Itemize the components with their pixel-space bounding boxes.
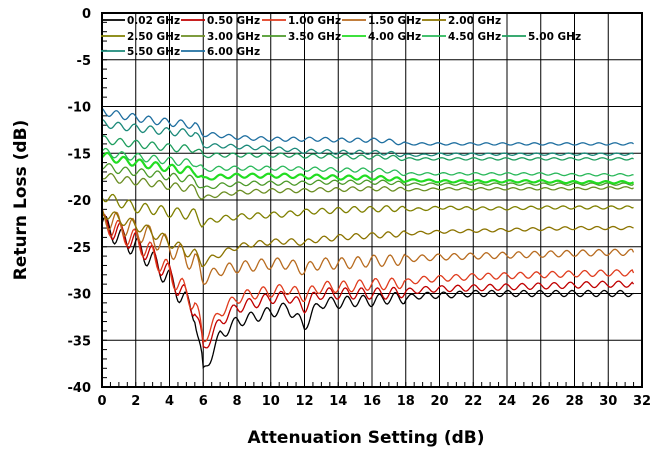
legend-label-8: 4.00 GHz xyxy=(368,31,421,43)
x-tick-label-10: 20 xyxy=(430,394,448,409)
plot-frame xyxy=(101,12,643,388)
y-tick-label-5: -25 xyxy=(68,241,92,256)
x-tick-label-6: 12 xyxy=(295,394,313,409)
x-tick-label-5: 10 xyxy=(262,394,280,409)
x-tick-label-9: 18 xyxy=(397,394,415,409)
y-tick-label-7: -35 xyxy=(68,334,92,349)
x-tick-label-14: 28 xyxy=(565,394,583,409)
legend-label-2: 1.00 GHz xyxy=(288,15,341,27)
x-tick-label-16: 32 xyxy=(633,394,651,409)
y-tick-label-2: -10 xyxy=(68,101,92,116)
x-tick-label-7: 14 xyxy=(329,394,347,409)
x-tick-label-8: 16 xyxy=(363,394,381,409)
x-tick-label-3: 6 xyxy=(199,394,208,409)
series-line-6-00-ghz xyxy=(101,107,634,146)
x-tick-label-15: 30 xyxy=(599,394,617,409)
series-line-2-50-ghz xyxy=(101,193,634,228)
series-line-3-00-ghz xyxy=(101,172,634,200)
y-axis-title: Return Loss (dB) xyxy=(11,120,31,281)
legend-label-12: 6.00 GHz xyxy=(207,46,260,58)
series-line-0-50-ghz xyxy=(101,213,635,349)
series-line-5-50-ghz xyxy=(101,119,634,158)
series-line-1-50-ghz xyxy=(101,207,635,285)
series-line-4-00-ghz xyxy=(101,151,635,185)
series-line-2-00-ghz xyxy=(101,210,634,268)
legend-label-6: 3.00 GHz xyxy=(207,31,260,43)
legend-label-4: 2.00 GHz xyxy=(448,15,501,27)
x-tick-label-4: 8 xyxy=(232,394,241,409)
series-line-1-00-ghz xyxy=(101,210,635,343)
y-tick-labels: 0 -5 -10 -15 -20 -25 -30 -35 -40 xyxy=(68,7,92,396)
y-tick-label-1: -5 xyxy=(77,54,91,69)
legend-label-5: 2.50 GHz xyxy=(127,31,180,43)
y-tick-label-0: 0 xyxy=(82,7,91,22)
series-layer xyxy=(101,107,635,370)
x-tick-label-13: 26 xyxy=(532,394,550,409)
series-line-3-50-ghz xyxy=(101,162,634,190)
x-tick-label-1: 2 xyxy=(131,394,140,409)
legend-label-10: 5.00 GHz xyxy=(528,31,581,43)
y-tick-label-6: -30 xyxy=(68,288,92,303)
legend-label-11: 5.50 GHz xyxy=(127,46,180,58)
series-line-5-00-ghz xyxy=(101,135,634,162)
legend-label-9: 4.50 GHz xyxy=(448,31,501,43)
x-axis-title: Attenuation Setting (dB) xyxy=(248,428,485,448)
y-tick-label-8: -40 xyxy=(68,381,92,396)
y-tick-label-4: -20 xyxy=(68,194,92,209)
x-tick-label-11: 22 xyxy=(464,394,482,409)
legend-label-1: 0.50 GHz xyxy=(207,15,260,27)
x-tick-label-2: 4 xyxy=(165,394,174,409)
x-tick-labels: 0 2 4 6 8 10 12 14 16 18 20 22 24 26 28 30 32 xyxy=(97,394,651,409)
legend-label-7: 3.50 GHz xyxy=(288,31,341,43)
series-line-4-50-ghz xyxy=(101,147,634,177)
legend: 0.02 GHz 0.50 GHz 1.00 GHz 1.50 GHz 2.00 GHz… xyxy=(101,15,581,58)
y-tick-label-3: -15 xyxy=(68,147,92,162)
legend-label-3: 1.50 GHz xyxy=(368,15,421,27)
x-tick-label-12: 24 xyxy=(498,394,516,409)
x-tick-label-0: 0 xyxy=(97,394,106,409)
legend-label-0: 0.02 GHz xyxy=(127,15,180,27)
